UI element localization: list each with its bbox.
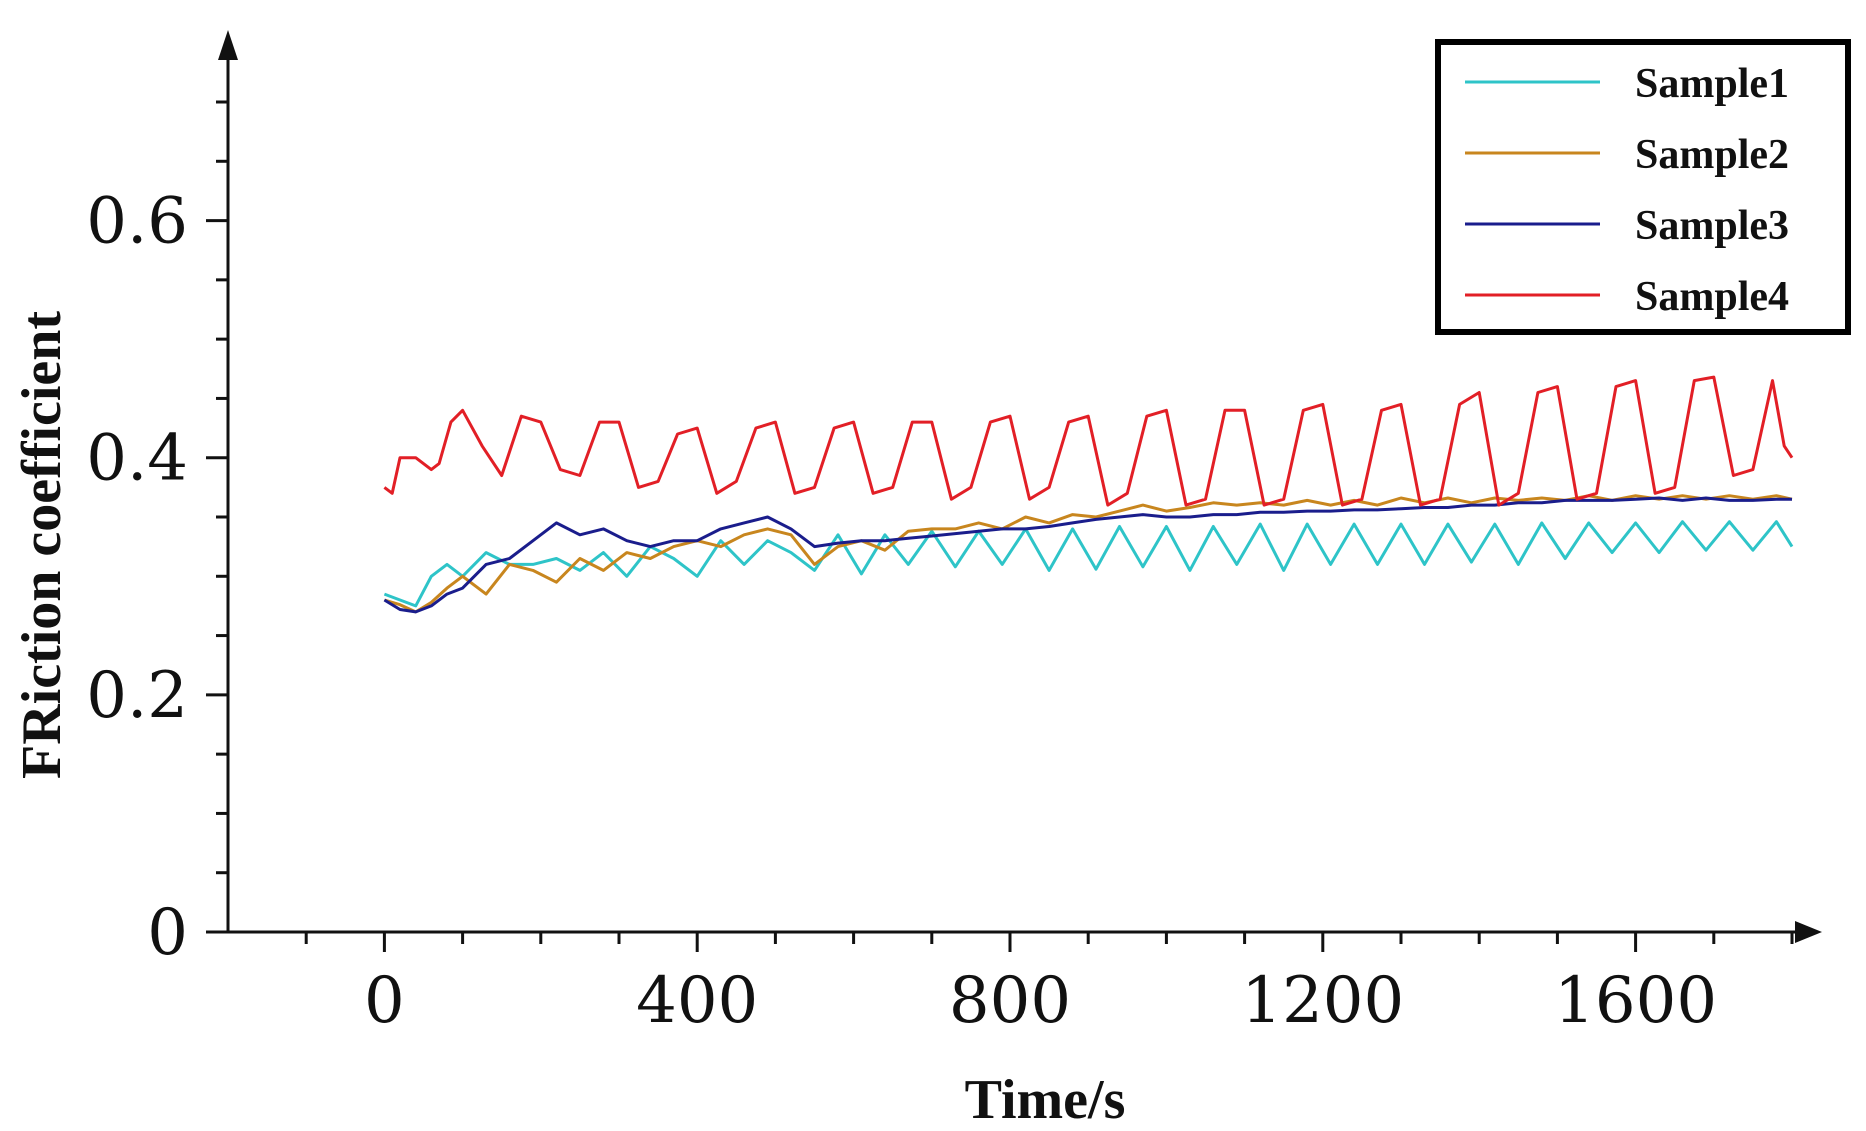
- legend: Sample1 Sample2 Sample3 Sample4: [1435, 39, 1851, 335]
- x-tick-label: 1600: [1554, 964, 1717, 1038]
- legend-box: [1435, 39, 1851, 335]
- legend-label-sample3: Sample3: [1635, 203, 1789, 249]
- y-tick-label: 0: [147, 896, 188, 970]
- legend-label-sample2: Sample2: [1635, 132, 1789, 178]
- y-tick-label: 0.6: [86, 185, 188, 259]
- series-line-sample3: [383, 496, 1792, 614]
- y-axis-arrow-icon: [218, 30, 238, 60]
- y-tick-label: 0.4: [86, 422, 188, 496]
- x-tick-label: 400: [636, 964, 758, 1038]
- y-axis-title: FRiction coefficient: [11, 311, 73, 779]
- series-line-sample4: [383, 375, 1794, 507]
- tick-labels: 0 400 800 1200 1600 0 0.2 0.4 0.6: [86, 185, 1717, 1038]
- series-line-sample1: [383, 520, 1794, 608]
- legend-label-sample4: Sample4: [1635, 274, 1789, 320]
- axes: [206, 30, 1822, 952]
- series-layer: [383, 375, 1794, 614]
- legend-label-sample1: Sample1: [1635, 61, 1789, 107]
- series-line-sample2: [383, 494, 1793, 614]
- x-tick-label: 800: [949, 964, 1071, 1038]
- x-tick-label: 0: [364, 964, 405, 1038]
- x-axis-arrow-icon: [1795, 921, 1822, 943]
- x-axis-title: Time/s: [965, 1069, 1126, 1131]
- y-tick-label: 0.2: [86, 659, 188, 733]
- x-tick-label: 1200: [1241, 964, 1404, 1038]
